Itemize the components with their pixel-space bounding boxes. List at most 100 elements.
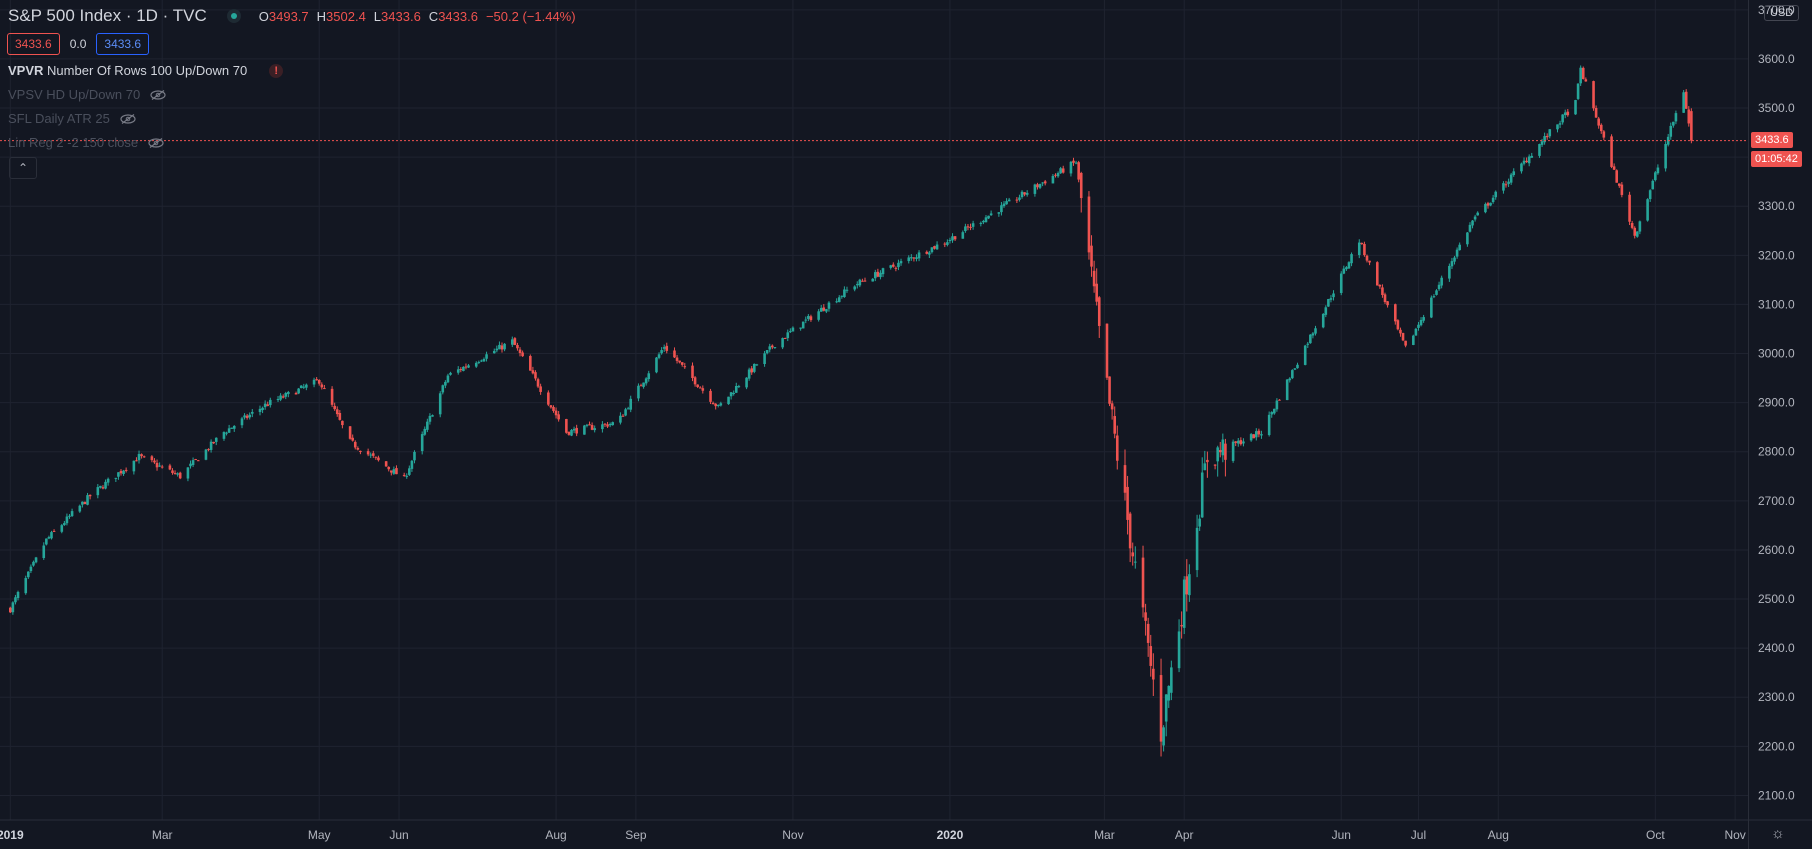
candle-body xyxy=(480,360,483,362)
candle-body xyxy=(1162,727,1165,746)
candle-body xyxy=(1059,168,1062,174)
candle-body xyxy=(910,257,913,259)
candle-body xyxy=(701,388,705,391)
candle-body xyxy=(1545,135,1549,138)
indicator-vpvr[interactable]: VPVR Number Of Rows 100 Up/Down 70 ! xyxy=(8,63,284,78)
candle-body xyxy=(1332,293,1335,298)
candle-body xyxy=(258,408,262,412)
candle-body xyxy=(227,428,231,433)
candle-body xyxy=(426,421,429,430)
time-tick-label: 2019 xyxy=(0,828,24,842)
candle-body xyxy=(1520,163,1523,172)
candle-body xyxy=(341,420,344,426)
eye-off-icon[interactable] xyxy=(148,137,164,148)
sell-price-box[interactable]: 3433.6 xyxy=(7,33,60,55)
candle-body xyxy=(1417,324,1420,328)
candle-body xyxy=(1489,202,1492,206)
candle-body xyxy=(1648,190,1652,200)
buy-price-box[interactable]: 3433.6 xyxy=(96,33,150,55)
candle-body xyxy=(513,338,517,346)
candle-body xyxy=(961,232,965,239)
candle-body xyxy=(1458,244,1461,251)
candle-body xyxy=(655,357,658,373)
candle-body xyxy=(323,388,326,390)
candle-body xyxy=(1288,378,1292,381)
candle-body xyxy=(495,348,499,351)
alert-icon[interactable]: ! xyxy=(269,63,284,78)
candle-body xyxy=(196,460,200,462)
candle-body xyxy=(78,505,82,512)
candle-body xyxy=(933,246,936,249)
candle-body xyxy=(1646,199,1649,221)
candle-body xyxy=(225,432,228,434)
candle-body xyxy=(1224,443,1227,460)
candle-body xyxy=(1690,111,1693,141)
eye-off-icon[interactable] xyxy=(120,113,136,124)
candle-body xyxy=(369,454,373,456)
candle-body xyxy=(840,295,844,297)
candle-body xyxy=(837,297,841,303)
time-tick-label: Jul xyxy=(1411,828,1426,842)
candle-body xyxy=(554,410,558,416)
indicator-lin-reg[interactable]: Lin Reg 2 -2 150 close xyxy=(8,135,164,150)
candle-body xyxy=(1041,182,1044,184)
time-tick-label: Mar xyxy=(152,828,173,842)
candle-body xyxy=(47,537,51,539)
candle-body xyxy=(1412,335,1415,345)
candle-body xyxy=(333,405,336,410)
candle-body xyxy=(642,382,645,387)
candle-body xyxy=(1036,184,1039,188)
candle-body xyxy=(861,280,864,282)
candle-body xyxy=(603,423,607,425)
candle-body xyxy=(122,470,125,475)
collapse-legend-button[interactable]: ⌃ xyxy=(9,157,37,179)
candle-body xyxy=(894,267,898,269)
candle-body xyxy=(1594,107,1598,118)
candle-body xyxy=(297,388,300,394)
candle-body xyxy=(928,252,931,255)
candle-body xyxy=(639,385,643,387)
candle-body xyxy=(989,213,993,216)
candle-body xyxy=(428,415,432,422)
candle-body xyxy=(1566,111,1570,116)
candle-body xyxy=(516,344,519,349)
candle-body xyxy=(1455,249,1459,257)
candle-body xyxy=(168,465,172,470)
eye-off-icon[interactable] xyxy=(150,89,166,100)
gear-icon[interactable]: ☼ xyxy=(1771,825,1785,842)
chevron-up-icon: ⌃ xyxy=(17,161,29,175)
candle-body xyxy=(953,236,957,240)
candle-body xyxy=(299,385,303,389)
candle-body xyxy=(889,265,893,268)
price-axis[interactable]: 2100.0 2200.0 2300.0 2400.0 2500.0 2600.0 2700… xyxy=(1758,3,1795,803)
time-axis[interactable]: 2019 Mar May Jun Aug Sep Nov 2020 Mar Apr Jun Jul Au… xyxy=(0,828,1746,842)
candle-body xyxy=(423,428,427,435)
price-tick-label: 3000.0 xyxy=(1758,347,1795,361)
candle-body xyxy=(987,215,990,219)
candle-body xyxy=(892,264,895,267)
currency-label[interactable]: USD xyxy=(1764,5,1800,21)
axis-separator xyxy=(1748,0,1749,849)
price-tick-label: 2600.0 xyxy=(1758,543,1795,557)
candle-body xyxy=(140,454,143,457)
indicator-sfl-atr[interactable]: SFL Daily ATR 25 xyxy=(8,111,136,126)
candle-body xyxy=(1633,227,1637,236)
candle-body xyxy=(1077,162,1080,180)
candle-body xyxy=(1260,434,1263,436)
symbol-title[interactable]: S&P 500 Index · 1D · TVC xyxy=(8,6,207,25)
candle-body xyxy=(1090,245,1093,267)
candle-body xyxy=(1491,197,1495,203)
candle-body xyxy=(1273,408,1276,414)
candle-body xyxy=(1440,277,1443,286)
candle-body xyxy=(232,425,236,429)
candle-body xyxy=(1236,440,1240,444)
candle-body xyxy=(1231,441,1235,461)
close-key: C xyxy=(428,8,439,24)
candle-body xyxy=(503,343,506,350)
indicator-vpsv[interactable]: VPSV HD Up/Down 70 xyxy=(8,87,166,102)
candle-body xyxy=(1123,465,1127,493)
candle-body xyxy=(1182,579,1186,628)
candle-body xyxy=(70,511,74,517)
candle-body xyxy=(1504,184,1508,186)
